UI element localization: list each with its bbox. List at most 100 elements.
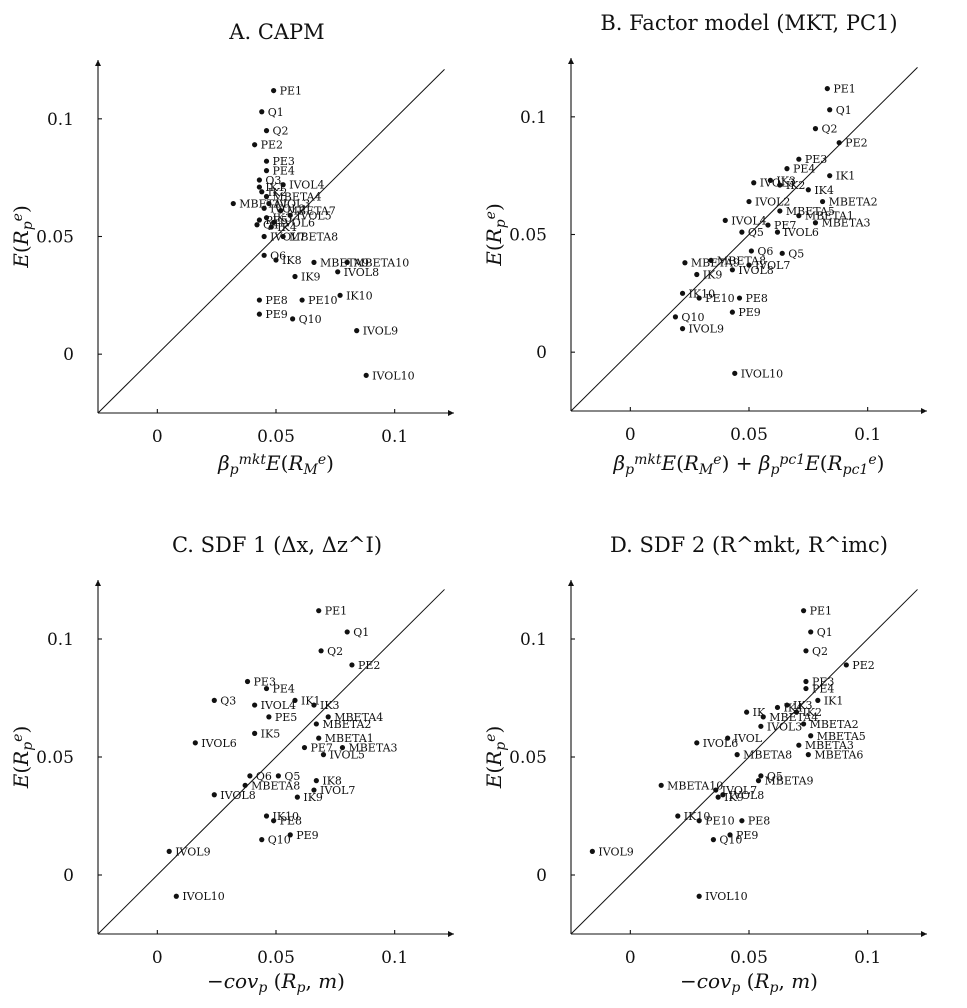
data-point bbox=[836, 140, 842, 146]
point-label: PE9 bbox=[296, 829, 318, 842]
point-label: PE4 bbox=[273, 165, 295, 178]
point-label: PE3 bbox=[254, 675, 276, 688]
point-label: PE2 bbox=[358, 659, 380, 672]
x-axis-arrow bbox=[448, 931, 454, 937]
panel-b-title: B. Factor model (MKT, PC1) bbox=[600, 11, 897, 35]
point-label: Q5 bbox=[284, 770, 300, 783]
point-label: IVOL7 bbox=[722, 784, 757, 797]
data-point bbox=[715, 794, 721, 800]
point-label: Q1 bbox=[353, 626, 369, 639]
panel-d-title: D. SDF 2 (R^mkt, R^imc) bbox=[610, 533, 888, 557]
data-point bbox=[256, 184, 262, 190]
data-point bbox=[280, 182, 286, 188]
data-point bbox=[694, 740, 700, 746]
point-label: IVOL6 bbox=[280, 216, 315, 229]
data-point bbox=[354, 328, 360, 334]
y-axis-label: E(Rpe) bbox=[482, 726, 509, 790]
data-point bbox=[256, 311, 262, 317]
data-point bbox=[263, 813, 270, 819]
x-axis-arrow bbox=[448, 410, 454, 416]
data-point bbox=[301, 744, 308, 751]
point-label: PE5 bbox=[265, 214, 287, 227]
data-point bbox=[808, 733, 814, 739]
data-point bbox=[275, 773, 281, 779]
data-point bbox=[727, 832, 733, 838]
point-label: IVOL4 bbox=[261, 699, 296, 712]
data-point bbox=[261, 233, 267, 240]
x-tick-label: 0 bbox=[152, 948, 163, 968]
data-point bbox=[819, 198, 826, 205]
y-axis-label: E(Rpe) bbox=[482, 203, 509, 267]
point-label: MBETA9 bbox=[320, 256, 369, 269]
point-label: MBETA8 bbox=[717, 254, 766, 267]
point-label: PE2 bbox=[261, 139, 283, 152]
point-label: IVOL2 bbox=[755, 196, 790, 209]
panel-d: D. SDF 2 (R^mkt, R^imc) 0 0 0.05 0.05 0.1 0.1… bbox=[482, 533, 927, 996]
point-label: MBETA5 bbox=[786, 205, 835, 218]
point-label: MBETA4 bbox=[334, 711, 383, 724]
point-label: IVOL7 bbox=[270, 231, 305, 244]
y-tick-label: 0.05 bbox=[36, 748, 74, 768]
point-label: IVOL bbox=[734, 732, 763, 745]
data-point bbox=[777, 182, 783, 188]
data-point bbox=[211, 792, 217, 798]
data-point bbox=[259, 109, 265, 115]
data-point bbox=[824, 85, 830, 92]
panel-a: A. CAPM 0 0 0.05 0.05 0.1 0.1 βpmktE(RMe) E(Rpe… bbox=[9, 20, 454, 478]
point-label: IK4 bbox=[814, 184, 834, 197]
point-label: IVOL8 bbox=[220, 789, 255, 802]
data-point bbox=[263, 158, 270, 164]
point-label: MBETA9 bbox=[764, 775, 813, 788]
point-label: Q2 bbox=[812, 645, 828, 658]
diagonal-line bbox=[570, 589, 918, 935]
point-label: IK8 bbox=[322, 775, 342, 788]
point-label: IK10 bbox=[684, 810, 711, 823]
point-label: IVOL9 bbox=[689, 323, 724, 336]
data-point bbox=[682, 260, 688, 266]
point-label: Q2 bbox=[327, 645, 343, 658]
x-tick-label: 0 bbox=[625, 425, 636, 445]
y-axis-label: E(Rpe) bbox=[9, 205, 36, 269]
data-point bbox=[751, 180, 757, 186]
data-point bbox=[256, 217, 262, 223]
data-point bbox=[313, 778, 319, 784]
data-point bbox=[271, 219, 277, 225]
x-tick-label: 0.1 bbox=[381, 948, 408, 968]
point-label: PE8 bbox=[265, 294, 287, 307]
diagonal-line bbox=[570, 67, 918, 412]
point-label: IVOL4 bbox=[731, 214, 766, 227]
x-axis-label: βpmktE(RMe) bbox=[217, 451, 334, 478]
y-tick-label: 0.1 bbox=[520, 108, 547, 128]
point-label: Q3 bbox=[220, 694, 236, 707]
data-point bbox=[278, 208, 284, 214]
data-point bbox=[812, 126, 819, 132]
data-point bbox=[758, 773, 764, 779]
point-label: MBETA3 bbox=[348, 742, 397, 755]
point-label: IVOL8 bbox=[344, 266, 379, 279]
point-label: IK3 bbox=[793, 699, 813, 712]
point-label: IK4 bbox=[277, 221, 297, 234]
point-label: IK3 bbox=[273, 212, 293, 225]
point-label: IK10 bbox=[689, 287, 716, 300]
x-tick-label: 0.05 bbox=[730, 425, 768, 445]
point-label: Q1 bbox=[817, 626, 833, 639]
point-label: IVOL8 bbox=[738, 264, 773, 277]
data-point bbox=[252, 730, 258, 737]
point-label: PE8 bbox=[280, 815, 302, 828]
data-point bbox=[311, 259, 317, 265]
data-point bbox=[800, 608, 807, 614]
data-point bbox=[803, 678, 809, 685]
point-label: Q3 bbox=[265, 174, 281, 187]
point-label: Q5 bbox=[788, 247, 804, 260]
point-label: PE7 bbox=[310, 742, 332, 755]
point-label: IK1 bbox=[824, 694, 844, 707]
x-tick-label: 0 bbox=[152, 427, 163, 447]
point-label: MBETA8 bbox=[743, 749, 792, 762]
point-label: Q10 bbox=[299, 313, 322, 326]
data-point bbox=[744, 709, 750, 715]
data-point bbox=[803, 648, 809, 654]
point-label: IVOL6 bbox=[703, 737, 738, 750]
data-point bbox=[805, 752, 811, 758]
point-label: IVOL3 bbox=[275, 198, 310, 211]
